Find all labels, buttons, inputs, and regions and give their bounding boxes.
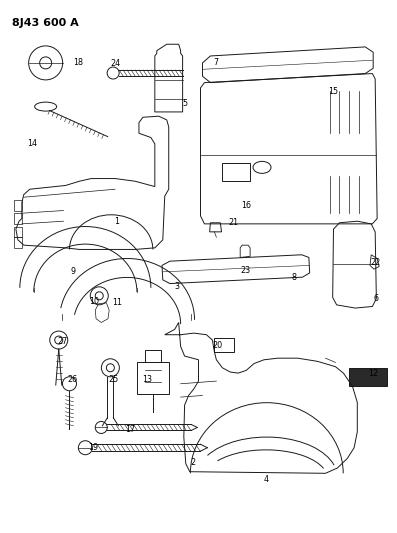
Text: 5: 5 (182, 100, 187, 108)
Text: 14: 14 (27, 140, 38, 148)
Text: 9: 9 (71, 268, 76, 276)
Text: 10: 10 (89, 297, 100, 305)
Text: 11: 11 (112, 298, 122, 306)
Text: 21: 21 (228, 219, 239, 227)
Text: 8J43 600 A: 8J43 600 A (12, 18, 79, 28)
Text: 26: 26 (67, 375, 77, 384)
Text: 12: 12 (368, 369, 378, 377)
Text: 16: 16 (241, 201, 251, 209)
Text: 23: 23 (240, 266, 251, 275)
Text: 15: 15 (328, 87, 339, 96)
Text: 7: 7 (214, 59, 219, 67)
Text: 18: 18 (73, 59, 84, 67)
Text: 2: 2 (190, 458, 195, 467)
Text: 1: 1 (115, 217, 119, 225)
Text: 4: 4 (264, 475, 268, 484)
Text: 13: 13 (142, 375, 152, 384)
Text: 22: 22 (370, 259, 380, 267)
Text: 3: 3 (174, 282, 179, 291)
Text: 25: 25 (108, 375, 118, 384)
FancyBboxPatch shape (349, 368, 387, 386)
Text: 17: 17 (125, 425, 135, 433)
Text: 8: 8 (291, 273, 296, 281)
Text: 19: 19 (88, 443, 98, 452)
Text: 24: 24 (111, 60, 121, 68)
Text: 6: 6 (374, 294, 379, 303)
Text: 20: 20 (212, 341, 223, 350)
Text: 27: 27 (58, 337, 68, 345)
